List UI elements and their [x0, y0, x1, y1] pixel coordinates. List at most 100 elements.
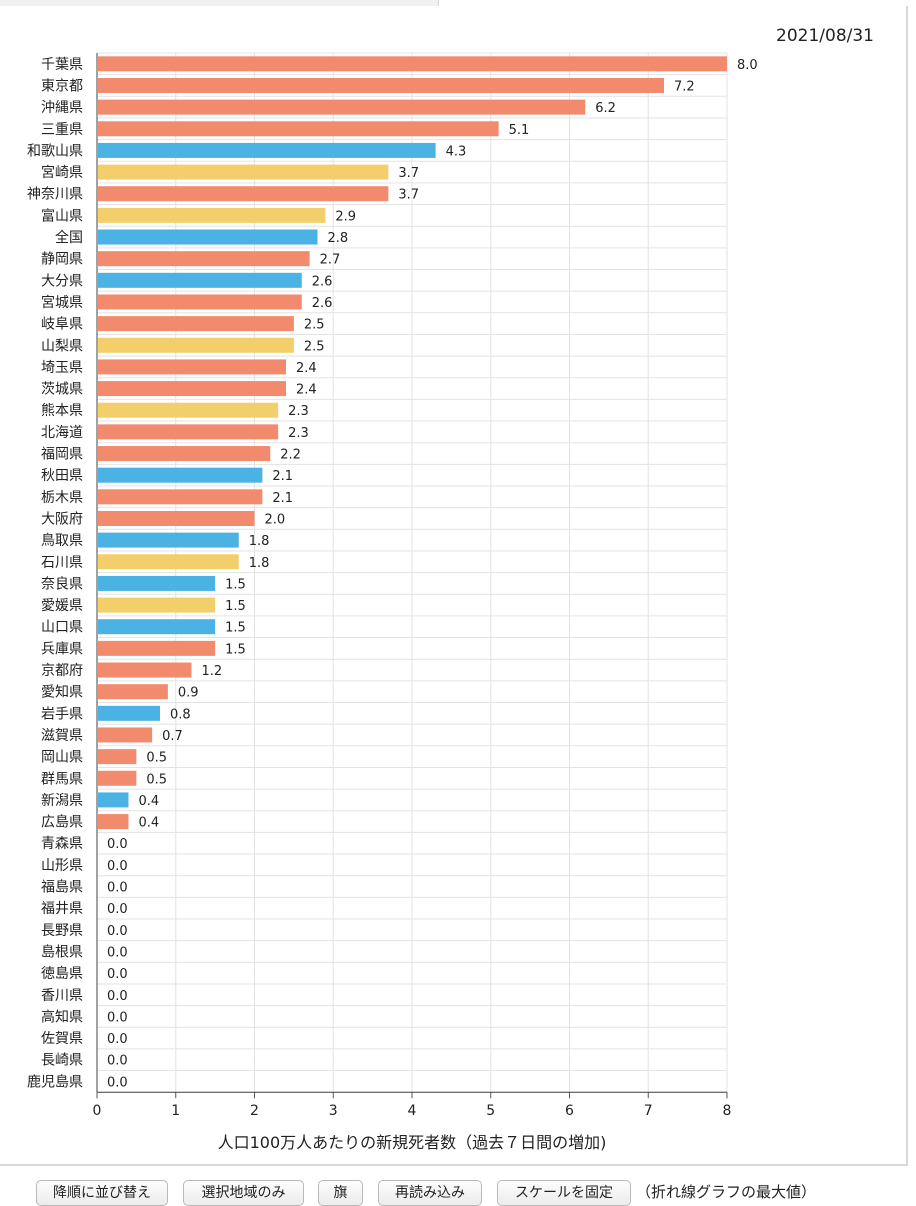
- x-tick-label: 1: [171, 1103, 180, 1119]
- value-label: 0.0: [107, 967, 128, 982]
- category-label: 福岡県: [41, 447, 83, 463]
- value-label: 1.5: [225, 642, 246, 657]
- value-label: 5.1: [509, 123, 530, 138]
- category-label: 京都府: [41, 663, 83, 679]
- bar: [98, 294, 302, 310]
- value-label: 0.4: [139, 816, 160, 831]
- value-label: 4.3: [446, 144, 467, 159]
- bar: [98, 640, 216, 656]
- category-label: 鹿児島県: [27, 1073, 83, 1090]
- category-label: 島根県: [41, 944, 83, 960]
- category-label: 高知県: [41, 1008, 83, 1025]
- category-label: 兵庫県: [41, 640, 83, 657]
- category-label: 宮城県: [41, 295, 83, 311]
- value-label: 0.0: [107, 1032, 128, 1047]
- value-label: 2.7: [320, 253, 341, 268]
- bar: [98, 792, 129, 808]
- category-label: 熊本県: [41, 403, 83, 419]
- value-label: 2.4: [296, 361, 317, 376]
- category-label: 広島県: [41, 815, 83, 831]
- value-label: 0.0: [107, 1075, 128, 1090]
- category-label: 秋田県: [41, 468, 83, 484]
- value-label: 3.7: [398, 188, 419, 203]
- bar: [98, 446, 271, 462]
- bar: [98, 402, 279, 418]
- category-label: 三重県: [41, 122, 83, 138]
- bar: [98, 121, 499, 137]
- bar: [98, 597, 216, 613]
- value-label: 0.9: [178, 686, 199, 701]
- bar: [98, 619, 216, 635]
- toolbar: 降順に並び替え 選択地域のみ 旗 再読み込み スケールを固定 （折れ線グラフの最…: [0, 1168, 916, 1206]
- value-label: 0.5: [146, 772, 167, 787]
- bar: [98, 532, 239, 548]
- x-tick-label: 2: [250, 1103, 259, 1119]
- category-label: 北海道: [41, 425, 83, 441]
- x-tick-label: 8: [723, 1103, 732, 1119]
- value-label: 0.8: [170, 707, 191, 722]
- value-label: 6.2: [595, 101, 616, 116]
- category-label: 新潟県: [41, 793, 83, 809]
- bar: [98, 662, 192, 678]
- bar: [98, 316, 294, 332]
- value-label: 0.0: [107, 881, 128, 896]
- reload-button[interactable]: 再読み込み: [378, 1180, 482, 1206]
- value-label: 0.0: [107, 1010, 128, 1025]
- bar: [98, 381, 286, 397]
- date-label: 2021/08/31: [776, 26, 874, 46]
- bar: [98, 705, 160, 721]
- bar: [98, 99, 586, 115]
- bar: [98, 424, 279, 440]
- category-label: 千葉県: [41, 57, 83, 73]
- category-label: 岐阜県: [41, 316, 83, 333]
- category-label: 鳥取県: [41, 533, 83, 549]
- value-label: 2.2: [280, 448, 301, 463]
- bar: [98, 56, 727, 72]
- bar: [98, 164, 389, 180]
- category-label: 徳島県: [41, 966, 83, 982]
- category-label: 宮崎県: [41, 165, 83, 181]
- category-label: 福島県: [41, 880, 83, 896]
- bar: [98, 251, 310, 267]
- flag-button[interactable]: 旗: [318, 1180, 363, 1206]
- value-label: 2.4: [296, 383, 317, 398]
- category-label: 東京都: [41, 78, 83, 94]
- category-label: 富山県: [41, 207, 83, 224]
- x-tick-label: 0: [93, 1103, 102, 1119]
- category-label: 佐賀県: [41, 1031, 83, 1047]
- value-label: 0.0: [107, 945, 128, 960]
- value-label: 2.5: [304, 318, 325, 333]
- bar: [98, 749, 137, 765]
- selected-only-button[interactable]: 選択地域のみ: [183, 1180, 304, 1206]
- sort-desc-button[interactable]: 降順に並び替え: [36, 1180, 168, 1206]
- value-label: 2.5: [304, 339, 325, 354]
- category-label: 愛知県: [41, 684, 83, 701]
- value-label: 8.0: [737, 58, 758, 73]
- category-label: 全国: [55, 229, 83, 246]
- category-label: 山形県: [41, 858, 83, 874]
- category-label: 静岡県: [41, 252, 83, 268]
- value-label: 0.0: [107, 989, 128, 1004]
- category-label: 栃木県: [41, 490, 83, 506]
- category-label: 大阪府: [41, 511, 83, 527]
- fix-scale-button[interactable]: スケールを固定: [497, 1180, 631, 1206]
- category-label: 茨城県: [41, 382, 83, 398]
- value-label: 0.0: [107, 1054, 128, 1069]
- bar-chart: 0 1 2 3 4 5 6 7 8 千葉県 8.0 東京都 7.2 沖縄県 6.2 三重県 5.1 和歌山県 4.3…: [27, 52, 758, 1152]
- bar: [98, 770, 137, 786]
- bar: [98, 337, 294, 353]
- value-label: 2.9: [335, 209, 356, 224]
- x-axis-label: 人口100万人あたりの新規死者数（過去７日間の増加): [218, 1133, 607, 1152]
- value-label: 1.5: [225, 599, 246, 614]
- bar: [98, 229, 318, 245]
- value-label: 2.1: [272, 469, 293, 484]
- bar: [98, 467, 263, 483]
- x-tick-label: 3: [329, 1103, 338, 1119]
- x-tick-label: 6: [565, 1103, 574, 1119]
- bar: [98, 727, 153, 743]
- bar: [98, 207, 326, 223]
- value-label: 0.7: [162, 729, 183, 744]
- category-label: 滋賀県: [41, 728, 83, 744]
- bar: [98, 272, 302, 288]
- category-label: 香川県: [41, 988, 83, 1004]
